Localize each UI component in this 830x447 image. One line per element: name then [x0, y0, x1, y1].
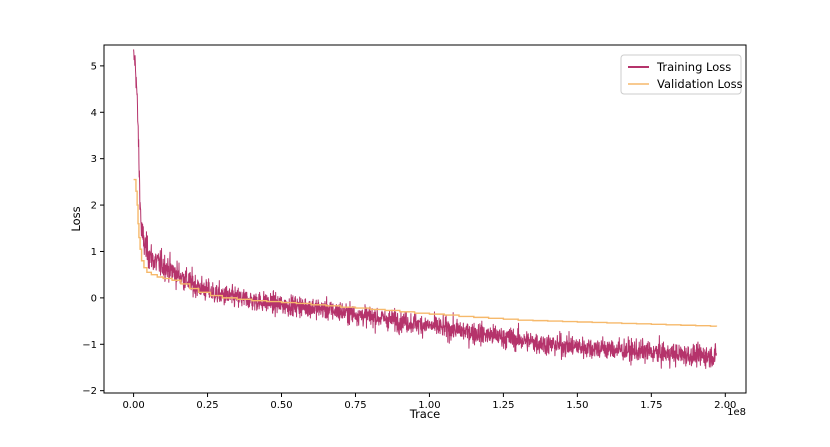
y-tick-label: 1	[91, 247, 97, 258]
x-tick-label: 0.50	[270, 400, 292, 411]
x-axis-label: Trace	[409, 407, 441, 421]
y-tick-label: −1	[82, 340, 97, 351]
y-axis-label: Loss	[69, 206, 83, 231]
plot-frame	[103, 44, 747, 394]
x-tick-label: 1.25	[492, 400, 514, 411]
y-tick-label: −2	[82, 386, 97, 397]
y-tick-label: 3	[91, 154, 97, 165]
x-tick-label: 1.75	[640, 400, 662, 411]
y-axis: −2 −1 0 1 2 3 4 5	[82, 61, 104, 397]
x-axis: 0.00 0.25 0.50 0.75 1.00 1.25 1.50 1.75 2.00	[122, 393, 736, 411]
x-tick-label: 1.50	[566, 400, 588, 411]
x-tick-label: 1.00	[418, 400, 440, 411]
x-tick-label: 0.75	[344, 400, 366, 411]
training-loss-line	[133, 49, 717, 369]
x-tick-label: 0.25	[196, 400, 218, 411]
validation-loss-line	[133, 178, 718, 327]
legend: Training Loss Validation Loss	[620, 54, 743, 95]
y-tick-label: 4	[91, 108, 97, 119]
series-layer	[133, 49, 718, 369]
legend-label-training-loss: Training Loss	[656, 60, 731, 74]
x-tick-label: 2.00	[714, 400, 736, 411]
x-axis-offset-label: 1e8	[727, 407, 746, 418]
y-tick-label: 5	[91, 61, 97, 72]
y-tick-label: 0	[91, 293, 97, 304]
legend-label-validation-loss: Validation Loss	[657, 77, 743, 91]
y-tick-label: 2	[91, 201, 97, 212]
legend-box	[620, 54, 742, 95]
x-tick-label: 0.00	[122, 400, 144, 411]
